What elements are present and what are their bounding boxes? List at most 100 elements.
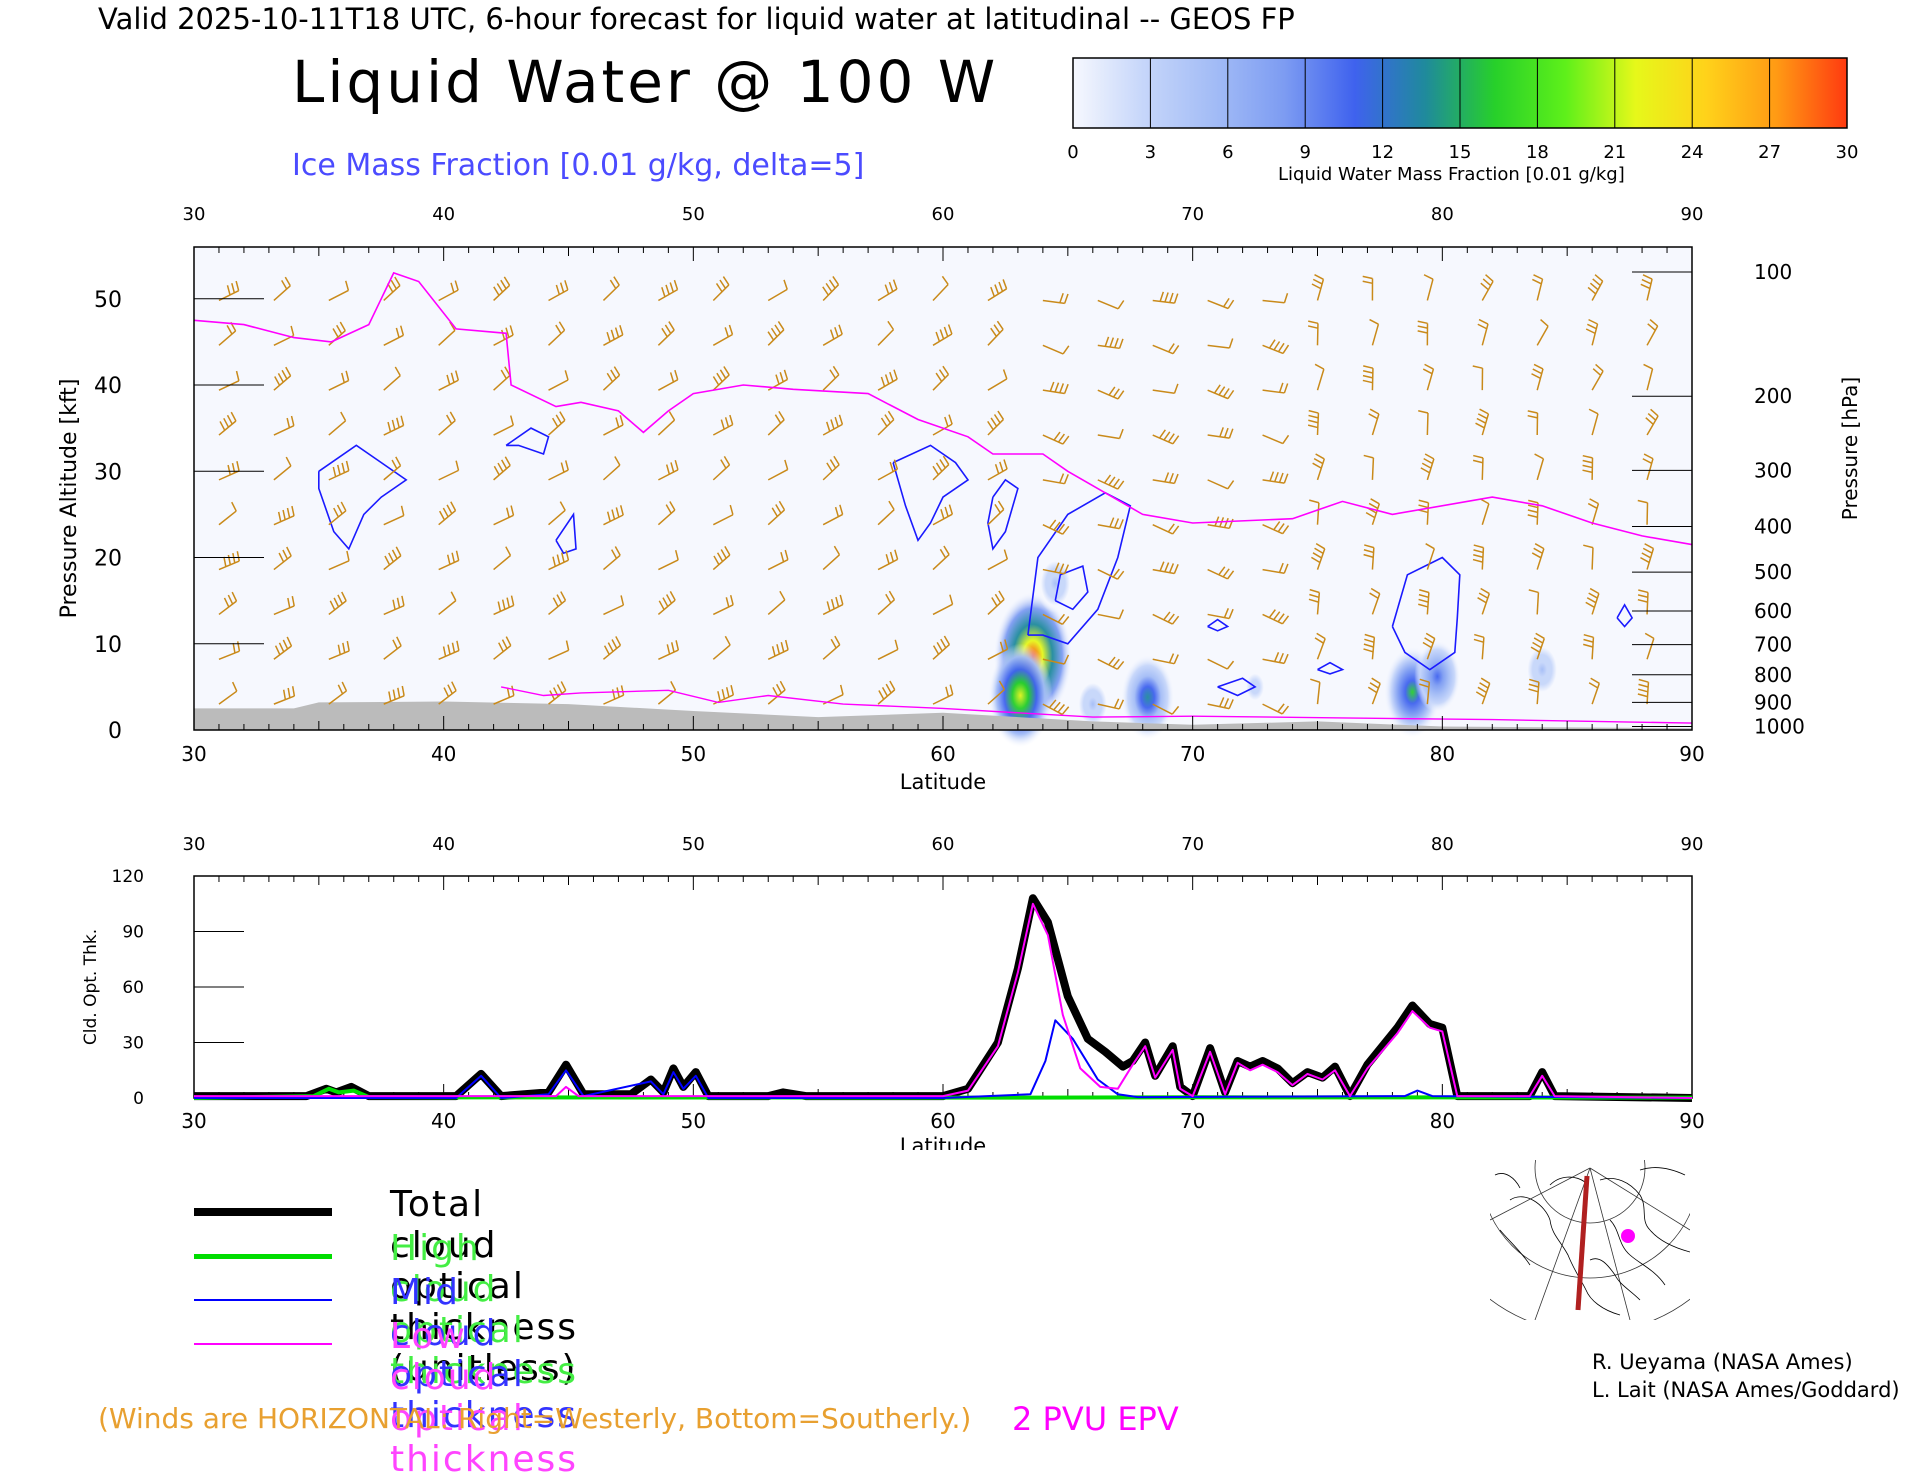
x-tick-label: 40 bbox=[431, 1109, 456, 1133]
liquid-water-blob bbox=[478, 543, 510, 589]
x-tick-label: 90 bbox=[1679, 742, 1704, 766]
y-tick-label: 120 bbox=[112, 867, 144, 887]
colorbar-tick-label: 30 bbox=[1836, 142, 1859, 163]
y-tick-label: 40 bbox=[94, 374, 122, 399]
x-axis-label: Latitude bbox=[900, 770, 986, 790]
colorbar-tick-label: 6 bbox=[1222, 142, 1233, 163]
pressure-tick-label: 700 bbox=[1754, 633, 1792, 657]
x-tick-label: 70 bbox=[1180, 1109, 1205, 1133]
x-tick-label-top: 60 bbox=[932, 204, 955, 225]
colorbar-tick-label: 27 bbox=[1758, 142, 1781, 163]
pressure-tick-label: 300 bbox=[1754, 458, 1792, 482]
x-tick-label: 30 bbox=[181, 742, 206, 766]
x-tick-label: 60 bbox=[930, 1109, 955, 1133]
y-tick-label: 30 bbox=[122, 1034, 144, 1054]
pressure-tick-label: 400 bbox=[1754, 514, 1792, 538]
colorbar-tick-label: 21 bbox=[1603, 142, 1626, 163]
x-tick-label-top: 30 bbox=[183, 204, 206, 225]
y-axis-label: Pressure Altitude [kft] bbox=[57, 379, 82, 619]
legend-swatch bbox=[194, 1299, 332, 1301]
map-location-dot bbox=[1621, 1229, 1635, 1243]
figure-page: Valid 2025-10-11T18 UTC, 6-hour forecast… bbox=[0, 0, 1920, 1440]
x-tick-label-top: 30 bbox=[183, 834, 206, 855]
plot-background bbox=[194, 247, 1692, 730]
y-tick-label: 90 bbox=[122, 923, 144, 943]
pressure-tick-label: 600 bbox=[1754, 599, 1792, 623]
pressure-axis-label: Pressure [hPa] bbox=[1838, 377, 1862, 520]
colorbar-tick-label: 3 bbox=[1145, 142, 1156, 163]
wind-barb-staff bbox=[1482, 458, 1483, 480]
x-tick-label-top: 70 bbox=[1181, 204, 1204, 225]
x-tick-label: 90 bbox=[1679, 1109, 1704, 1133]
x-tick-label-top: 80 bbox=[1431, 204, 1454, 225]
x-tick-label-top: 90 bbox=[1681, 204, 1704, 225]
y-tick-label: 0 bbox=[108, 719, 122, 744]
x-tick-label-top: 70 bbox=[1181, 834, 1204, 855]
pressure-tick-label: 500 bbox=[1754, 560, 1792, 584]
winds-note: (Winds are HORIZONTAL: Right=Westerly, B… bbox=[98, 1402, 971, 1435]
y-tick-label: 60 bbox=[122, 978, 144, 998]
pressure-tick-label: 1000 bbox=[1754, 715, 1805, 739]
valid-time-header: Valid 2025-10-11T18 UTC, 6-hour forecast… bbox=[98, 2, 1295, 36]
x-tick-label-top: 50 bbox=[682, 834, 705, 855]
plot-frame bbox=[194, 876, 1692, 1098]
liquid-water-blob bbox=[1036, 554, 1075, 613]
x-tick-label-top: 60 bbox=[932, 834, 955, 855]
y-tick-label: 10 bbox=[94, 633, 122, 658]
x-tick-label-top: 90 bbox=[1681, 834, 1704, 855]
x-tick-label-top: 40 bbox=[432, 834, 455, 855]
x-tick-label-top: 40 bbox=[432, 204, 455, 225]
y-tick-label: 50 bbox=[94, 288, 122, 313]
ice-mass-fraction-note: Ice Mass Fraction [0.01 g/kg, delta=5] bbox=[292, 148, 864, 183]
colorbar-tick-label: 18 bbox=[1526, 142, 1549, 163]
x-tick-label: 80 bbox=[1430, 742, 1455, 766]
colorbar-tick-label: 24 bbox=[1681, 142, 1704, 163]
x-tick-label: 70 bbox=[1180, 742, 1205, 766]
colorbar-tick-label: 12 bbox=[1371, 142, 1394, 163]
x-tick-label: 80 bbox=[1430, 1109, 1455, 1133]
legend-swatch bbox=[194, 1254, 332, 1259]
legend-swatch bbox=[194, 1208, 332, 1216]
colorbar-tick-label: 9 bbox=[1299, 142, 1310, 163]
map-meridian bbox=[1590, 1168, 1630, 1320]
wind-barb-staff bbox=[1372, 368, 1373, 390]
map-coastline bbox=[1495, 1168, 1690, 1315]
optical-thickness-chart: 30 30 40 40 50 50 60 60 70 70 80 80 90 90 0 30 60 90 120 La… bbox=[0, 820, 1920, 1150]
wind-barb-staff bbox=[1318, 413, 1319, 435]
x-tick-label: 60 bbox=[930, 742, 955, 766]
colorbar-tick-label: 15 bbox=[1449, 142, 1472, 163]
x-tick-label: 30 bbox=[181, 1109, 206, 1133]
x-tick-label-top: 50 bbox=[682, 204, 705, 225]
x-tick-label-top: 80 bbox=[1431, 834, 1454, 855]
pressure-tick-label: 900 bbox=[1754, 690, 1792, 714]
credit-line: L. Lait (NASA Ames/Goddard) bbox=[1592, 1378, 1900, 1402]
x-axis-label: Latitude bbox=[900, 1134, 986, 1150]
map-meridian bbox=[1490, 1168, 1590, 1220]
pressure-tick-label: 100 bbox=[1754, 260, 1792, 284]
credit-line: R. Ueyama (NASA Ames) bbox=[1592, 1350, 1853, 1374]
x-tick-label: 50 bbox=[681, 1109, 706, 1133]
legend-label: Low cloud optical thickness bbox=[390, 1316, 578, 1480]
x-tick-label: 40 bbox=[431, 742, 456, 766]
map-latitude-circle bbox=[1490, 1160, 1690, 1320]
liquid-water-blob bbox=[1523, 640, 1562, 699]
locator-map bbox=[1490, 1160, 1690, 1320]
wind-barb-staff bbox=[1592, 548, 1593, 570]
wind-barb-staff bbox=[1372, 458, 1373, 480]
main-title: Liquid Water @ 100 W bbox=[292, 48, 998, 116]
pressure-tick-label: 200 bbox=[1754, 384, 1792, 408]
colorbar-swatches bbox=[1072, 56, 1848, 132]
y-tick-label: 30 bbox=[94, 460, 122, 485]
colorbar-tick-label: 0 bbox=[1067, 142, 1078, 163]
liquid-water-blob bbox=[1414, 641, 1460, 713]
y-tick-label: 20 bbox=[94, 547, 122, 572]
map-latitude-circle bbox=[1490, 1160, 1690, 1278]
y-axis-label: Cld. Opt. Thk. bbox=[81, 929, 101, 1045]
cross-section-chart: 3030404050506060707080809090010203040501… bbox=[0, 190, 1920, 790]
wind-barb-staff bbox=[1427, 413, 1428, 435]
y-tick-label: 0 bbox=[133, 1089, 144, 1109]
legend-swatch bbox=[194, 1343, 332, 1345]
colorbar-label: Liquid Water Mass Fraction [0.01 g/kg] bbox=[1278, 164, 1625, 185]
wind-barb-staff bbox=[1537, 503, 1538, 525]
pressure-tick-label: 800 bbox=[1754, 663, 1792, 687]
